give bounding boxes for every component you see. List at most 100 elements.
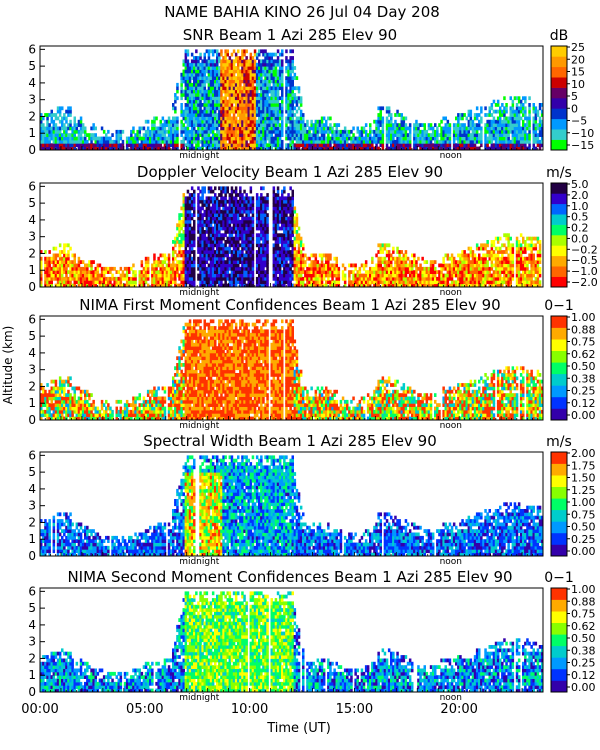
heatmap-cell: [258, 146, 261, 151]
heatmap-cell: [199, 96, 202, 101]
heatmap-cell: [50, 143, 53, 148]
heatmap-cell: [490, 146, 494, 151]
heatmap-cell: [211, 256, 215, 261]
heatmap-cell: [270, 93, 273, 97]
heatmap-cell: [287, 230, 290, 234]
heatmap-cell: [228, 139, 232, 144]
heatmap-cell: [419, 136, 422, 141]
heatmap-cell: [52, 263, 56, 268]
heatmap-cell: [379, 106, 382, 111]
heatmap-cell: [241, 193, 244, 197]
heatmap-cell: [56, 263, 60, 268]
heatmap-cell: [151, 146, 154, 151]
heatmap-cell: [69, 263, 72, 268]
heatmap-cell: [58, 136, 62, 141]
heatmap-cell: [211, 196, 215, 201]
heatmap-cell: [260, 119, 263, 124]
heatmap-cell: [107, 129, 110, 134]
heatmap-cell: [220, 109, 223, 114]
heatmap-cell: [278, 266, 282, 271]
heatmap-cell: [226, 52, 229, 57]
heatmap-cell: [245, 143, 248, 148]
heatmap-cell: [270, 133, 273, 137]
heatmap-cell: [291, 136, 294, 141]
heatmap-cell: [302, 136, 305, 141]
heatmap-cell: [42, 129, 45, 134]
heatmap-cell: [140, 276, 144, 281]
heatmap-cell: [184, 126, 188, 131]
heatmap-cell: [364, 146, 368, 151]
heatmap-cell: [350, 146, 353, 151]
heatmap-cell: [528, 119, 531, 124]
heatmap-cell: [369, 123, 372, 127]
heatmap-cell: [42, 139, 45, 144]
heatmap-cell: [302, 146, 305, 151]
heatmap-cell: [390, 123, 393, 127]
heatmap-cell: [295, 139, 299, 144]
heatmap-cell: [209, 79, 213, 84]
heatmap-cell: [201, 243, 204, 248]
heatmap-cell: [274, 193, 278, 197]
heatmap-cell: [249, 82, 253, 87]
heatmap-cell: [402, 143, 406, 148]
heatmap-cell: [209, 106, 213, 111]
heatmap-cell: [197, 103, 200, 107]
heatmap-cell: [274, 273, 278, 278]
heatmap-cell: [216, 103, 219, 107]
heatmap-cell: [293, 276, 297, 281]
heatmap-cell: [287, 223, 290, 228]
heatmap-cell: [222, 219, 225, 224]
heatmap-cell: [209, 280, 213, 285]
heatmap-cell: [186, 236, 190, 241]
heatmap-cell: [65, 256, 68, 261]
heatmap-cell: [203, 93, 206, 97]
heatmap-cell: [203, 62, 206, 67]
heatmap-cell: [268, 113, 271, 117]
heatmap-cell: [226, 283, 229, 288]
heatmap-cell: [285, 236, 288, 241]
heatmap-cell: [515, 113, 519, 117]
heatmap-cell: [247, 123, 250, 127]
heatmap-cell: [201, 116, 204, 121]
heatmap-cell: [211, 89, 215, 94]
heatmap-cell: [142, 143, 146, 148]
heatmap-cell: [186, 79, 190, 84]
heatmap-cell: [287, 266, 290, 271]
heatmap-cell: [262, 209, 265, 214]
heatmap-cell: [484, 136, 487, 141]
heatmap-cell: [128, 270, 131, 274]
heatmap-cell: [534, 123, 538, 127]
heatmap-cell: [228, 82, 232, 87]
heatmap-cell: [218, 146, 221, 151]
heatmap-cell: [471, 126, 475, 131]
heatmap-cell: [216, 59, 219, 64]
heatmap-cell: [266, 266, 269, 271]
heatmap-cell: [281, 103, 284, 107]
heatmap-cell: [239, 209, 242, 214]
heatmap-cell: [180, 113, 183, 117]
heatmap-cell: [176, 126, 179, 131]
heatmap-cell: [226, 126, 229, 131]
heatmap-cell: [186, 243, 190, 248]
heatmap-cell: [253, 119, 257, 124]
heatmap-cell: [255, 123, 259, 127]
heatmap-cell: [197, 139, 200, 144]
heatmap-cell: [463, 136, 466, 141]
heatmap-cell: [287, 226, 290, 231]
heatmap-cell: [134, 283, 137, 288]
heatmap-cell: [228, 106, 232, 111]
heatmap-cell: [61, 116, 64, 121]
heatmap-cell: [264, 129, 267, 134]
heatmap-cell: [142, 266, 146, 271]
heatmap-cell: [243, 273, 246, 278]
heatmap-cell: [201, 79, 204, 84]
heatmap-cell: [237, 240, 240, 244]
heatmap-cell: [258, 223, 261, 228]
heatmap-cell: [262, 233, 265, 238]
heatmap-cell: [228, 103, 232, 107]
heatmap-cell: [461, 126, 464, 131]
heatmap-cell: [230, 126, 234, 131]
heatmap-cell: [230, 236, 234, 241]
heatmap-cell: [73, 260, 76, 264]
heatmap-cell: [190, 66, 194, 70]
